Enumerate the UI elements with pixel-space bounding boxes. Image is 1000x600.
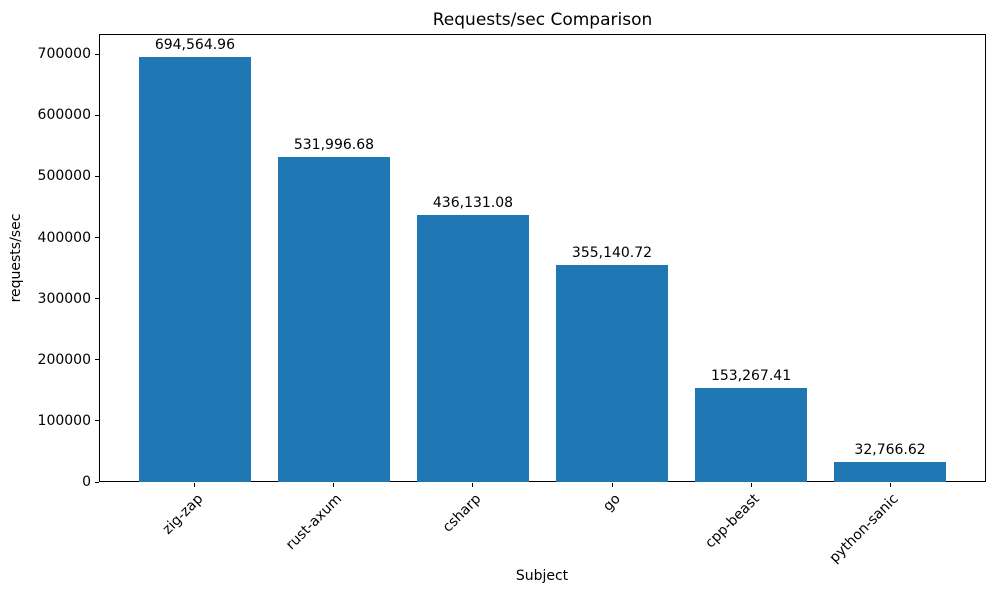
- y-tick-mark: [95, 53, 99, 55]
- bar-value-label: 355,140.72: [571, 244, 653, 261]
- y-tick-label: 400000: [37, 229, 91, 246]
- y-tick-mark: [95, 175, 99, 177]
- y-tick-mark: [95, 298, 99, 300]
- bar-csharp: [417, 215, 529, 482]
- y-tick-label: 300000: [37, 290, 91, 307]
- bar-value-label: 32,766.62: [854, 441, 926, 458]
- y-tick-mark: [95, 481, 99, 483]
- bar-value-label: 694,564.96: [154, 37, 236, 54]
- y-tick-label: 600000: [37, 107, 91, 124]
- x-tick-label-csharp: csharp: [439, 491, 485, 536]
- bar-value-label: 153,267.41: [710, 368, 792, 385]
- y-tick-label: 500000: [37, 168, 91, 185]
- x-tick-mark: [472, 483, 474, 487]
- bar-go: [556, 264, 668, 482]
- x-tick-mark: [194, 483, 196, 487]
- x-axis-label: Subject: [515, 568, 569, 584]
- x-tick-label-python-sanic: python-sanic: [826, 491, 902, 567]
- y-tick-mark: [95, 420, 99, 422]
- x-tick-mark: [750, 483, 752, 487]
- chart-title: Requests/sec Comparison: [432, 10, 653, 30]
- x-tick-mark: [889, 483, 891, 487]
- x-tick-label-zig-zap: zig-zap: [159, 491, 207, 538]
- bar-value-label: 531,996.68: [293, 136, 375, 153]
- x-tick-mark: [611, 483, 613, 487]
- bar-rust-axum: [278, 156, 390, 482]
- y-axis-label: requests/sec: [8, 213, 24, 303]
- y-tick-label: 100000: [37, 412, 91, 429]
- y-tick-label: 200000: [37, 351, 91, 368]
- x-tick-label-rust-axum: rust-axum: [283, 491, 346, 554]
- y-tick-mark: [95, 359, 99, 361]
- bar-value-label: 436,131.08: [432, 195, 514, 212]
- x-tick-label-cpp-beast: cpp-beast: [701, 491, 763, 552]
- bar-zig-zap: [139, 57, 251, 482]
- x-tick-mark: [333, 483, 335, 487]
- y-tick-label: 0: [82, 474, 91, 490]
- bar-cpp-beast: [695, 388, 807, 482]
- bar-python-sanic: [834, 461, 946, 482]
- y-tick-mark: [95, 237, 99, 239]
- y-tick-label: 700000: [37, 46, 91, 63]
- y-tick-mark: [95, 114, 99, 116]
- x-tick-label-go: go: [599, 491, 624, 515]
